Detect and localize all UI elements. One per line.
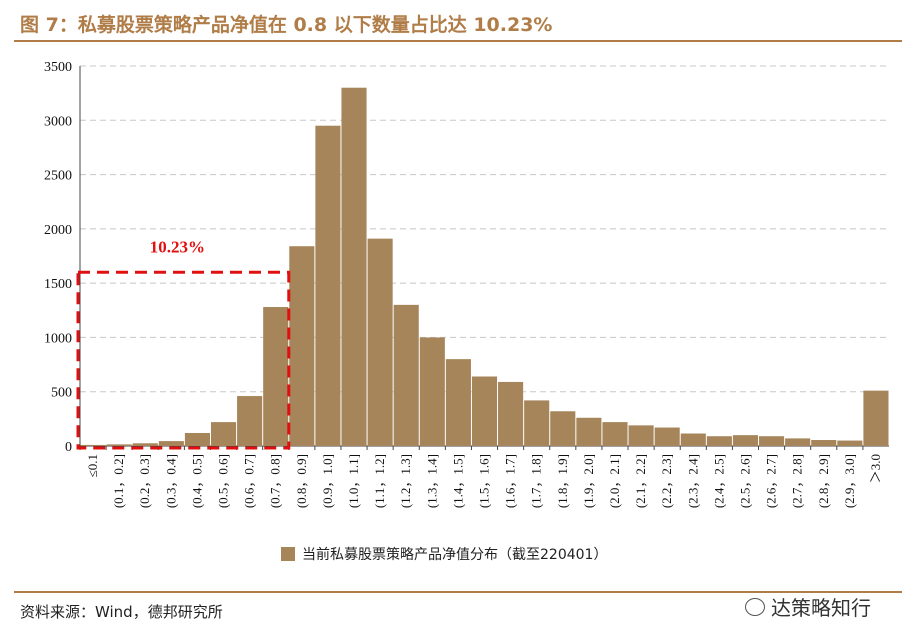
x-tick-label: (2.2，2.3] (659, 454, 674, 508)
bar (445, 359, 471, 446)
bar (210, 422, 237, 446)
x-tick-label: (2.6，2.7] (764, 454, 779, 508)
bar (811, 440, 837, 446)
x-tick-label: (1.1，1.2] (372, 454, 387, 508)
x-tick-label: (2.8，2.9] (816, 454, 831, 508)
title-divider (14, 40, 902, 42)
bar (132, 443, 158, 446)
wechat-icon (745, 597, 765, 616)
bar-chart: 0 500 1000 1500 2000 2500 3000 3500 ≤0.1 (0.1，0.2… (44, 60, 889, 563)
x-tick-label: (1.9，2.0] (581, 454, 596, 508)
bar (602, 422, 628, 446)
legend-label: 当前私募股票策略产品净值分布（截至220401） (302, 546, 607, 563)
x-tick-label: (2.7，2.8] (790, 454, 805, 508)
y-tick-label: 500 (51, 386, 72, 401)
x-tick-label: (0.8，0.9] (294, 454, 309, 508)
watermark: 达策略知行 (745, 592, 871, 621)
x-tick-label: (1.6，1.7] (503, 454, 518, 508)
y-tick-label: 1000 (44, 331, 72, 346)
x-tick-label: (2.5，2.6] (737, 454, 752, 508)
y-tick-label: 1500 (44, 277, 72, 292)
watermark-text: 达策略知行 (771, 596, 871, 620)
x-tick-label: (2.1，2.2] (633, 454, 648, 508)
legend-swatch (281, 547, 295, 561)
footer-divider (14, 591, 902, 593)
x-tick-label: (1.0，1.1] (346, 454, 361, 508)
x-tick-label: (1.7，1.8] (529, 454, 544, 508)
x-tick-label: (2.3，2.4] (685, 454, 700, 508)
x-tick-label: (0.9，1.0] (320, 454, 335, 508)
x-tick-label: (0.4，0.5] (189, 454, 204, 508)
bar (680, 433, 706, 446)
bar (158, 441, 184, 446)
bar (419, 337, 445, 446)
bar (759, 436, 785, 446)
bar (106, 444, 132, 446)
y-tick-label: 3500 (44, 60, 72, 75)
bar (184, 432, 210, 446)
x-tick-label: (1.5，1.6] (477, 454, 492, 508)
x-tick-label: (2.0，2.1] (607, 454, 622, 508)
bar (289, 246, 315, 446)
bar (471, 376, 498, 446)
y-tick-label: 2500 (44, 169, 72, 184)
x-tick-label: (1.4，1.5] (450, 454, 465, 508)
x-tick-label: (0.7，0.8] (268, 454, 283, 508)
bar (732, 435, 759, 446)
x-tick-label: (2.4，2.5] (711, 454, 726, 508)
bar (341, 87, 367, 446)
x-tick-label: (2.9，3.0] (842, 454, 857, 508)
x-tick-label: (0.6，0.7] (242, 454, 257, 508)
bar (785, 438, 811, 446)
y-tick-label: 0 (65, 440, 72, 455)
bar (654, 427, 680, 446)
x-tick-label: (1.8，1.9] (555, 454, 570, 508)
y-tick-label: 3000 (44, 114, 72, 129)
bar (498, 381, 524, 446)
bar (576, 417, 602, 446)
bar (80, 444, 106, 446)
bar (237, 396, 263, 446)
x-tick-label: (0.1，0.2] (111, 454, 126, 508)
bar (393, 304, 419, 446)
bar (837, 440, 863, 446)
x-tick-label: (1.2，1.3] (398, 454, 413, 508)
x-tick-label: ≤0.1 (85, 454, 100, 477)
bar (367, 238, 393, 446)
annotation-label: 10.23% (150, 237, 205, 256)
source-note: 资料来源：Wind，德邦研究所 (20, 603, 223, 621)
x-tick-label: (0.3，0.4] (163, 454, 178, 508)
bar (524, 400, 550, 446)
x-tick-label: (1.3，1.4] (424, 454, 439, 508)
bar (628, 425, 654, 446)
bar (263, 307, 289, 446)
y-tick-label: 2000 (44, 223, 72, 238)
chart-title: 图 7：私募股票策略产品净值在 0.8 以下数量占比达 10.23% (20, 14, 553, 36)
bar (315, 125, 341, 446)
x-tick-label: ＞3.0 (868, 454, 883, 483)
highlight-box (76, 270, 291, 450)
bar (550, 411, 576, 446)
bar (863, 390, 889, 446)
x-tick-label: (0.2，0.3] (137, 454, 152, 508)
bar (706, 436, 732, 446)
x-tick-label: (0.5，0.6] (216, 454, 231, 508)
